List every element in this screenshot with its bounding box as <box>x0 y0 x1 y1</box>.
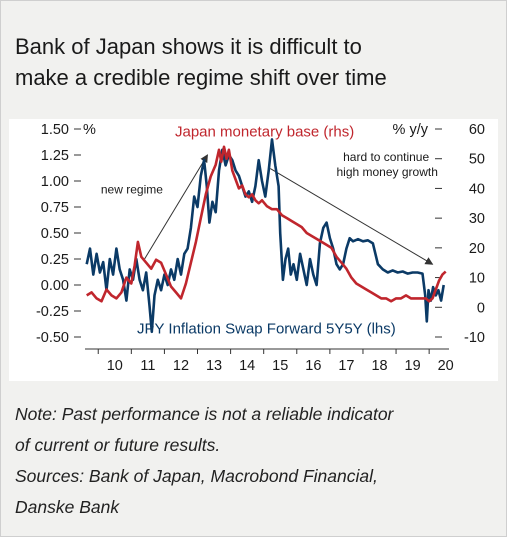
chart-svg: 1.50 1.25 1.00 0.75 0.50 0.25 0.00 -0.25 -0.50% 6… <box>36 122 485 374</box>
x-axis-tick-label: 10 <box>107 358 123 374</box>
notes: Note: Past performance is not a reliable… <box>15 399 500 523</box>
note-line-2: of current or future results. <box>15 435 221 455</box>
x-axis-tick-label: 12 <box>173 358 189 374</box>
monetary-base-line <box>86 145 447 303</box>
chart-panel: 1.50 1.25 1.00 0.75 0.50 0.25 0.00 -0.25 -0.50% 6… <box>9 119 498 381</box>
x-axis-tick-label: 17 <box>338 358 354 374</box>
right-axis-tick-label: 20 <box>469 241 485 257</box>
right-axis-tick-label: 0 <box>477 300 485 316</box>
left-axis-tick-label: -0.25 <box>36 304 69 320</box>
left-axis-tick-label: 0.75 <box>41 200 69 216</box>
x-axis-tick-label: 16 <box>305 358 321 374</box>
x-axis-tick-label: 20 <box>438 358 454 374</box>
right-axis-tick-label: 30 <box>469 211 485 227</box>
right-axis-tick-label: -10 <box>464 330 485 346</box>
arrow-hard-to-continue <box>270 168 434 265</box>
x-axis-tick-label: 15 <box>272 358 288 374</box>
left-axis-tick-label: 1.25 <box>41 148 69 164</box>
left-axis-tick-label: 0.25 <box>41 252 69 268</box>
inflation-swap-line <box>85 138 445 334</box>
left-axis-tick-label: 0.50 <box>41 226 69 242</box>
left-axis-tick-label: -0.50 <box>36 330 69 346</box>
x-axis-tick-label: 11 <box>140 358 155 374</box>
right-axis-unit: % y/y <box>393 122 429 138</box>
left-axis-tick-label: 1.50 <box>41 122 69 138</box>
source-line-1: Sources: Bank of Japan, Macrobond Financ… <box>15 466 378 486</box>
left-axis-unit: % <box>83 122 96 138</box>
x-axis-tick-label: 18 <box>371 358 387 374</box>
title-line-1: Bank of Japan shows it is difficult to <box>15 34 362 59</box>
source-line-2: Danske Bank <box>15 497 120 517</box>
annotation-hard-to-continue: hard to continue <box>343 150 429 164</box>
arrow-new-regime <box>144 154 208 260</box>
left-axis-tick-label: 1.00 <box>41 174 69 190</box>
note-line-1: Note: Past performance is not a reliable… <box>15 404 394 424</box>
annotation-hard-to-continue-2: high money growth <box>336 165 437 179</box>
series-label-monetary-base: Japan monetary base (rhs) <box>175 123 354 140</box>
title-line-2: make a credible regime shift over time <box>15 65 387 90</box>
left-axis-tick-label: 0.00 <box>41 278 69 294</box>
annotation-new-regime: new regime <box>101 182 163 196</box>
right-axis-tick-label: 10 <box>469 271 485 287</box>
right-axis-tick-label: 50 <box>469 152 485 168</box>
x-axis-tick-label: 14 <box>239 358 255 374</box>
x-axis-tick-label: 13 <box>206 358 222 374</box>
right-axis-tick-label: 60 <box>469 122 485 138</box>
x-axis-tick-label: 19 <box>405 358 421 374</box>
chart-title: Bank of Japan shows it is difficult to m… <box>15 31 500 93</box>
right-axis-tick-label: 40 <box>469 181 485 197</box>
series-label-inflation-swap: JPY Inflation Swap Forward 5Y5Y (lhs) <box>137 321 396 338</box>
